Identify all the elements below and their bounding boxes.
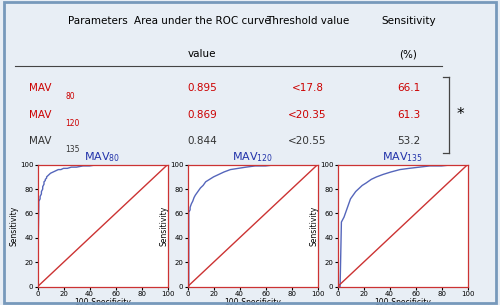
Text: value: value bbox=[188, 49, 216, 59]
Title: $\mathrm{MAV}_{120}$: $\mathrm{MAV}_{120}$ bbox=[232, 151, 273, 164]
Text: 66.1: 66.1 bbox=[397, 83, 420, 93]
Text: MAV: MAV bbox=[29, 110, 52, 120]
Text: Area under the ROC curve: Area under the ROC curve bbox=[134, 16, 270, 26]
Text: 0.869: 0.869 bbox=[187, 110, 217, 120]
Text: MAV: MAV bbox=[29, 136, 52, 146]
Text: Threshold value: Threshold value bbox=[266, 16, 349, 26]
Text: 0.895: 0.895 bbox=[187, 83, 217, 93]
Title: $\mathrm{MAV}_{135}$: $\mathrm{MAV}_{135}$ bbox=[382, 151, 423, 164]
Text: Sensitivity: Sensitivity bbox=[381, 16, 436, 26]
Y-axis label: Sensitivity: Sensitivity bbox=[10, 206, 18, 246]
Text: 61.3: 61.3 bbox=[397, 110, 420, 120]
Text: <20.35: <20.35 bbox=[288, 110, 327, 120]
Text: MAV: MAV bbox=[29, 83, 52, 93]
Y-axis label: Sensitivity: Sensitivity bbox=[310, 206, 318, 246]
Title: $\mathrm{MAV}_{80}$: $\mathrm{MAV}_{80}$ bbox=[84, 151, 120, 164]
Text: * p=0.008: * p=0.008 bbox=[392, 178, 442, 188]
Text: 0.844: 0.844 bbox=[187, 136, 217, 146]
Text: <20.55: <20.55 bbox=[288, 136, 327, 146]
Text: <17.8: <17.8 bbox=[292, 83, 324, 93]
Text: (%): (%) bbox=[400, 49, 417, 59]
Y-axis label: Sensitivity: Sensitivity bbox=[160, 206, 168, 246]
Text: 120: 120 bbox=[65, 119, 80, 128]
Text: 53.2: 53.2 bbox=[397, 136, 420, 146]
X-axis label: 100-Specificity: 100-Specificity bbox=[224, 298, 281, 305]
Text: 135: 135 bbox=[65, 145, 80, 154]
X-axis label: 100-Specificity: 100-Specificity bbox=[374, 298, 431, 305]
Text: Parameters: Parameters bbox=[68, 16, 128, 26]
Text: 80: 80 bbox=[65, 92, 75, 101]
X-axis label: 100-Specificity: 100-Specificity bbox=[74, 298, 131, 305]
Text: *: * bbox=[456, 107, 464, 122]
